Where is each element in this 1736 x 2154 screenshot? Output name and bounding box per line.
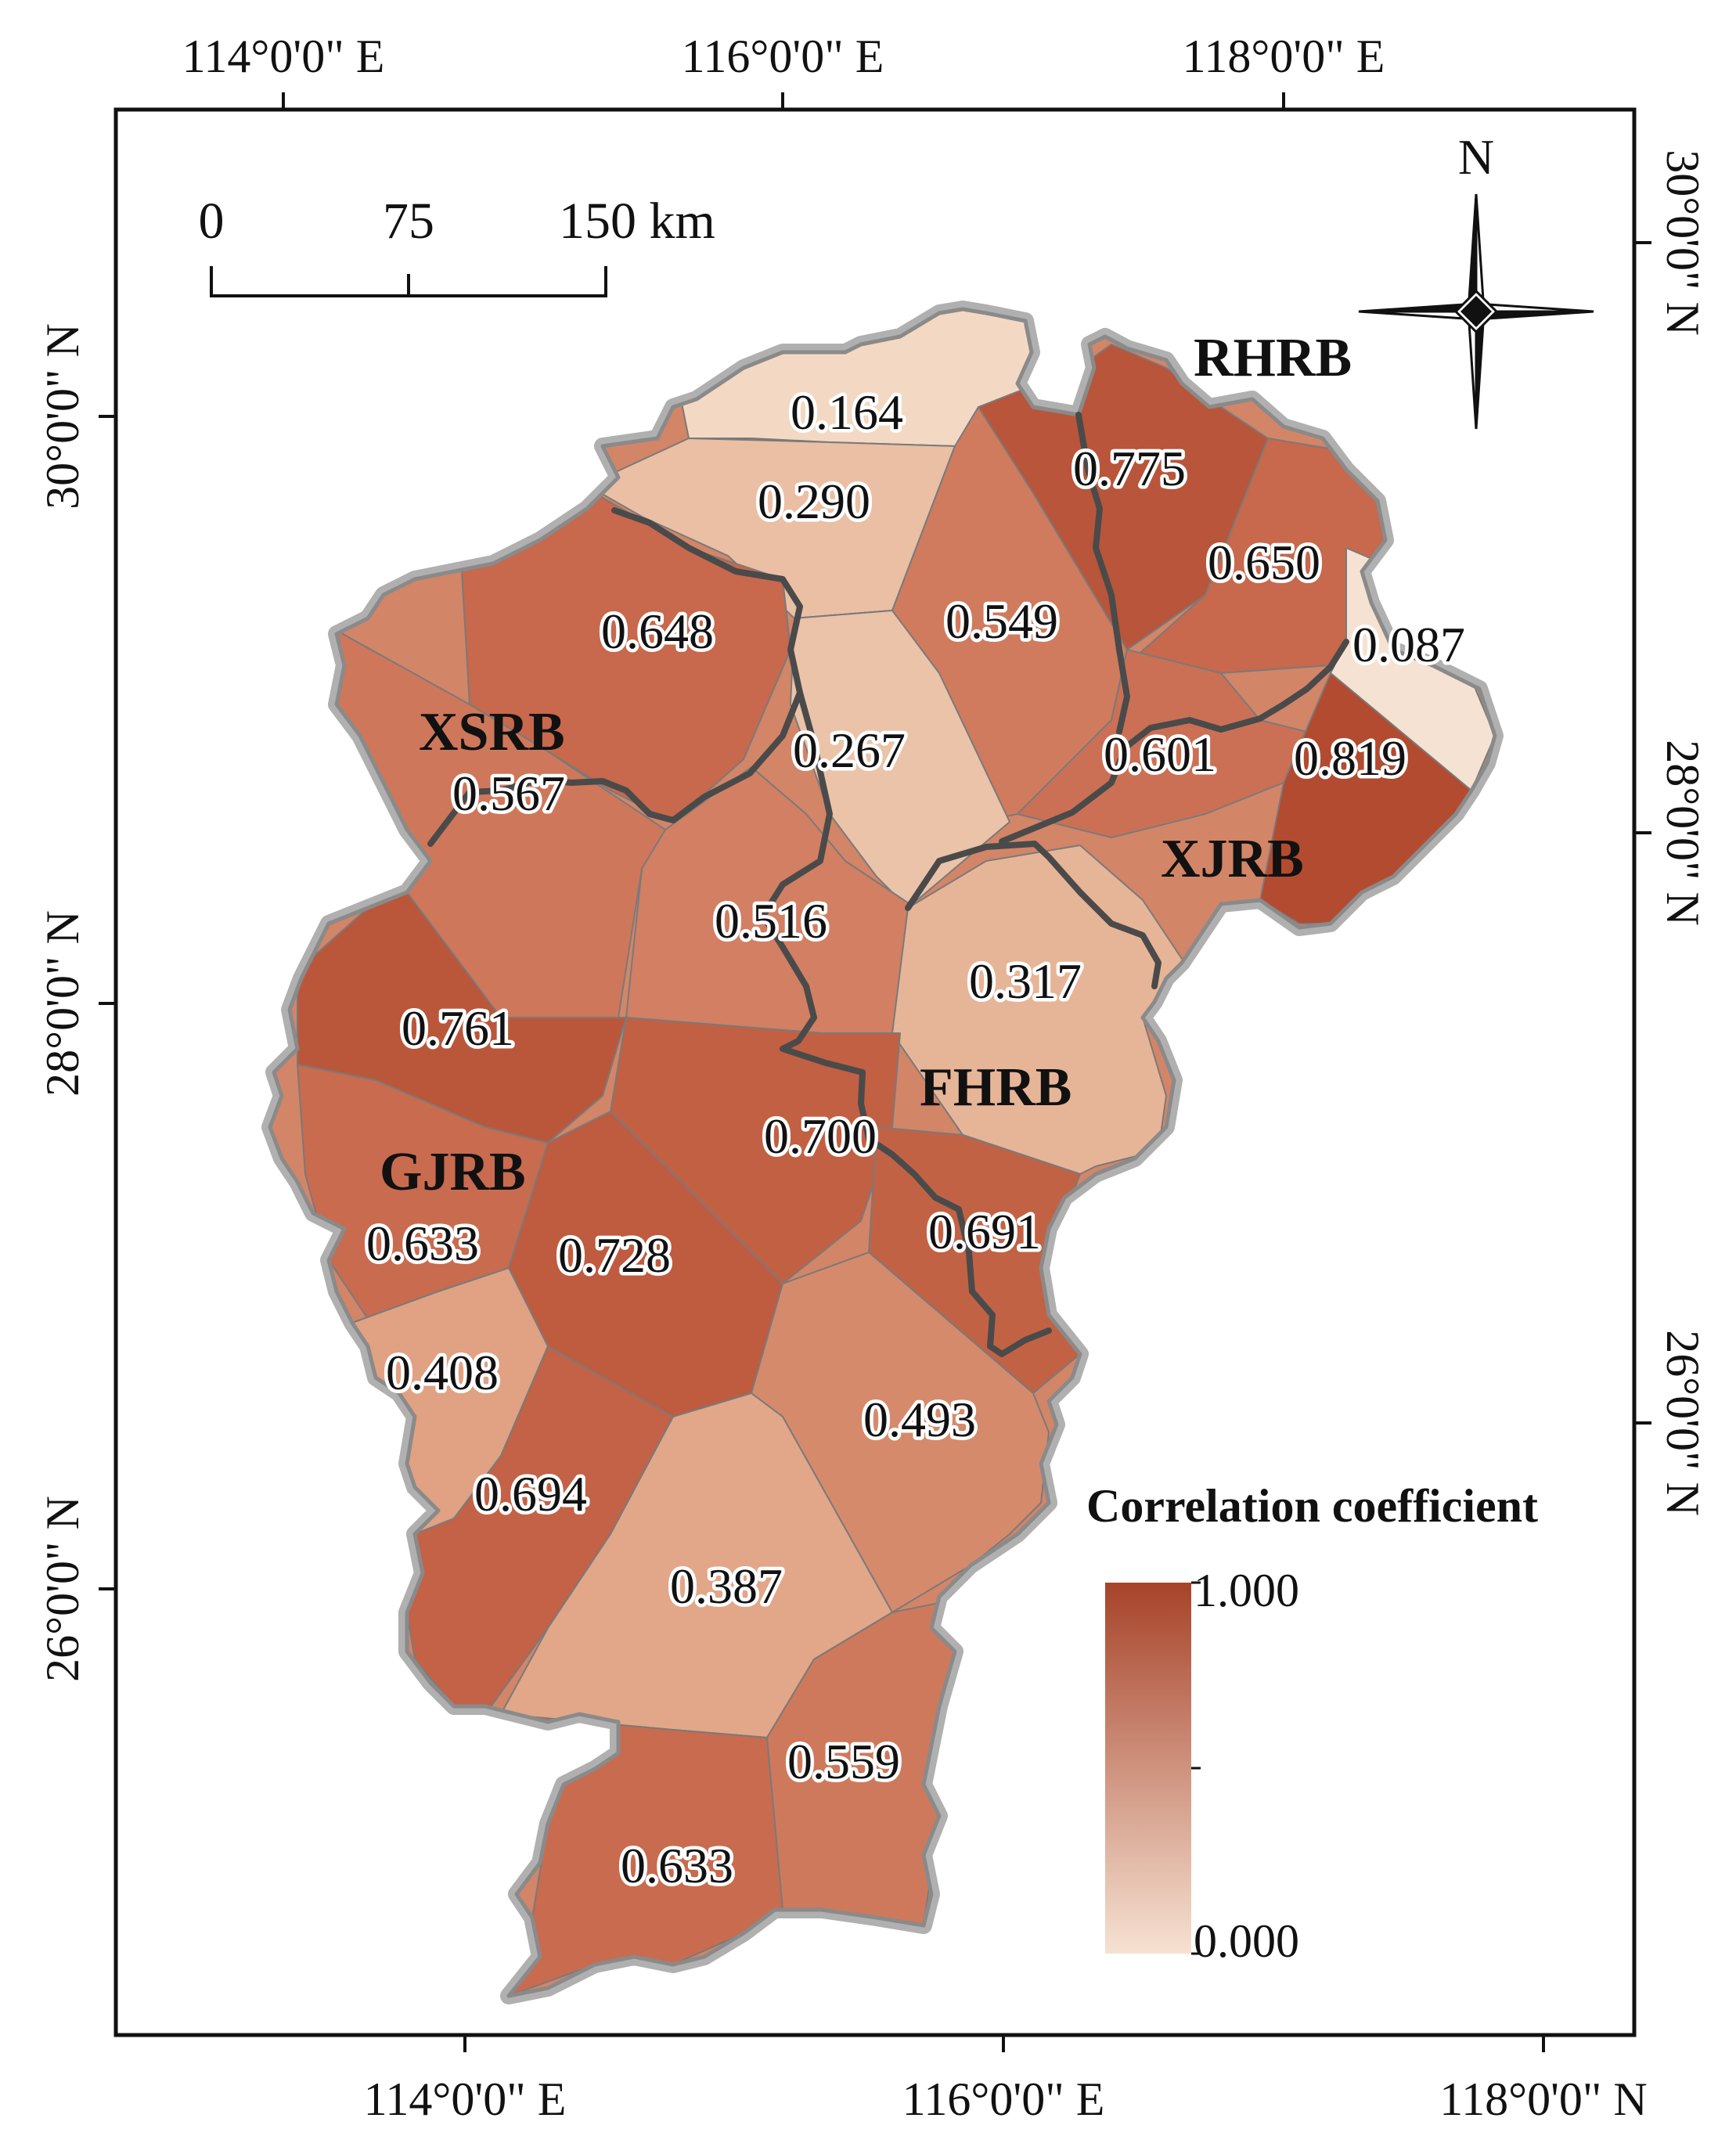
region-value-label: 0.387 bbox=[670, 1558, 783, 1614]
north-label: N bbox=[1458, 129, 1494, 185]
top-axis-label: 118°0'0" E bbox=[1183, 31, 1385, 82]
region-value-label: 0.650 bbox=[1208, 535, 1320, 590]
region-value-label: 0.728 bbox=[558, 1227, 671, 1283]
legend-title: Correlation coefficient bbox=[1086, 1480, 1538, 1532]
right-axis-label: 26°0'0" N bbox=[1657, 1330, 1709, 1516]
basin-label-xjrb: XJRB bbox=[1161, 829, 1304, 889]
region-value-label: 0.516 bbox=[715, 893, 827, 949]
basin-label-fhrb: FHRB bbox=[920, 1057, 1071, 1118]
basin-labels: RHRB XSRB XJRB FHRB GJRB bbox=[380, 328, 1352, 1202]
legend-colorbar bbox=[1105, 1583, 1191, 1954]
region-value-label: 0.267 bbox=[793, 722, 906, 778]
basin-boundary-fhrb-north bbox=[905, 841, 1162, 989]
region-value-label: 0.408 bbox=[386, 1345, 499, 1400]
region-value-label: 0.694 bbox=[474, 1466, 587, 1522]
region-value-label: 0.290 bbox=[758, 474, 870, 529]
basin-boundary-rhrb bbox=[1075, 412, 1130, 735]
legend-max-label: 1.000 bbox=[1194, 1565, 1299, 1616]
top-axis-label: 116°0'0" E bbox=[682, 31, 884, 82]
right-axis-label: 28°0'0" N bbox=[1657, 740, 1709, 926]
scale-label: 75 bbox=[383, 193, 434, 250]
basin-boundary-ganjiang-east bbox=[760, 690, 1052, 1357]
region-value-label: 0.559 bbox=[787, 1734, 900, 1789]
region-value-label: 0.087 bbox=[1352, 617, 1465, 672]
region-polygons bbox=[270, 309, 1495, 1996]
tick-marks bbox=[99, 92, 1651, 2052]
basin-boundaries bbox=[427, 412, 1349, 1357]
right-axis-labels: 30°0'0" N 28°0'0" N 26°0'0" N bbox=[1657, 149, 1709, 1516]
region-value-label: 0.633 bbox=[621, 1838, 733, 1893]
region-value-label: 0.633 bbox=[366, 1216, 479, 1271]
scale-bar: 0 75 150 km bbox=[199, 193, 715, 297]
scale-label: 150 km bbox=[559, 193, 715, 250]
basin-label-gjrb: GJRB bbox=[380, 1142, 526, 1202]
region-value-label: 0.691 bbox=[928, 1204, 1041, 1259]
bottom-axis-label: 118°0'0" N bbox=[1439, 2073, 1647, 2125]
top-axis-label: 114°0'0" E bbox=[182, 31, 385, 82]
basin-boundary-xsrb bbox=[427, 507, 803, 847]
region-polygon bbox=[1017, 649, 1324, 838]
legend: Correlation coefficient 1.000 0.000 bbox=[1086, 1480, 1538, 1967]
region-value-label: 0.317 bbox=[969, 953, 1082, 1009]
region-value-label: 0.567 bbox=[452, 765, 565, 821]
basin-label-xsrb: XSRB bbox=[419, 702, 565, 762]
region-value-label: 0.549 bbox=[945, 593, 1058, 649]
region-value-label: 0.761 bbox=[402, 1000, 514, 1056]
region-value-label: 0.700 bbox=[764, 1108, 877, 1164]
left-axis-label: 28°0'0" N bbox=[37, 910, 88, 1097]
bottom-axis-label: 116°0'0" E bbox=[902, 2073, 1105, 2125]
region-value-labels: 0.164 0.290 0.775 0.650 0.087 0.648 0.549 0.267… bbox=[363, 381, 1469, 1897]
right-axis-label: 30°0'0" N bbox=[1657, 149, 1709, 336]
left-axis-label: 26°0'0" N bbox=[37, 1496, 88, 1682]
basin-label-rhrb: RHRB bbox=[1194, 328, 1352, 388]
region-value-label: 0.601 bbox=[1104, 726, 1216, 782]
region-value-label: 0.648 bbox=[601, 603, 714, 659]
north-arrow-icon bbox=[1358, 193, 1594, 430]
province-outline bbox=[268, 307, 1497, 1998]
bottom-axis-label: 114°0'0" E bbox=[364, 2073, 567, 2125]
basin-boundary-xjrb bbox=[999, 639, 1349, 845]
left-axis-labels: 30°0'0" N 28°0'0" N 26°0'0" N bbox=[37, 323, 88, 1682]
legend-min-label: 0.000 bbox=[1194, 1915, 1299, 1967]
top-axis-labels: 114°0'0" E 116°0'0" E 118°0'0" E bbox=[182, 31, 1385, 82]
region-value-label: 0.775 bbox=[1073, 441, 1186, 496]
region-value-label: 0.164 bbox=[791, 384, 903, 440]
region-value-label: 0.819 bbox=[1294, 730, 1406, 786]
region-value-label: 0.493 bbox=[863, 1392, 976, 1447]
bottom-axis-labels: 114°0'0" E 116°0'0" E 118°0'0" N bbox=[364, 2073, 1648, 2125]
left-axis-label: 30°0'0" N bbox=[37, 323, 88, 510]
scale-label: 0 bbox=[199, 193, 225, 250]
